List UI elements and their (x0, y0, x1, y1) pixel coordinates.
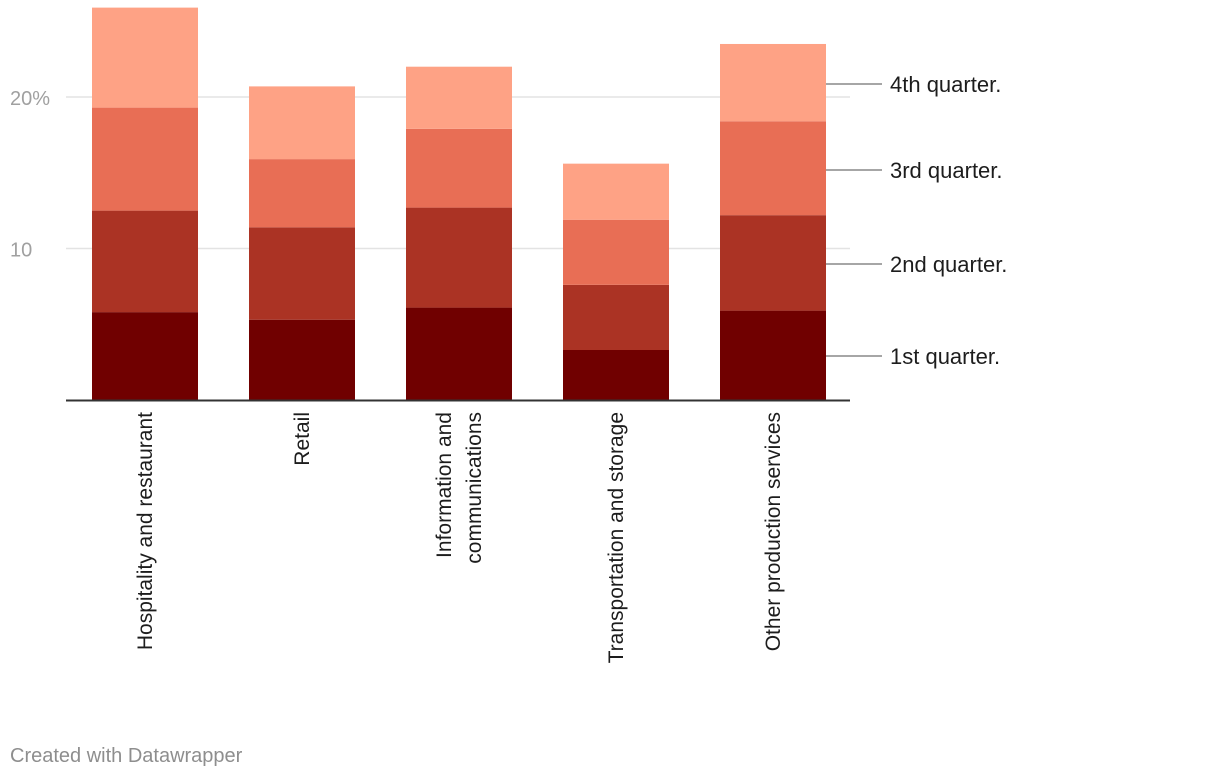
bar-segment (720, 43, 826, 122)
bar-segment (720, 310, 826, 400)
bar-segment (406, 207, 512, 308)
legend: 1st quarter. 2nd quarter. 3rd quarter. 4th … (826, 72, 1007, 369)
bar-segment (406, 66, 512, 129)
category-label-line: Hospitality and restaurant (134, 412, 157, 650)
credit-text: Created with Datawrapper (10, 745, 243, 767)
bars (92, 7, 826, 400)
category-label: Hospitality and restaurant (134, 412, 157, 650)
bar-segment (249, 159, 355, 228)
bar-segment (406, 307, 512, 400)
bar-segment (720, 121, 826, 216)
bar-segment (92, 107, 198, 211)
bar-segment (249, 319, 355, 400)
bar-segment (92, 312, 198, 400)
bar-segment (563, 350, 669, 400)
bar-segment (720, 215, 826, 311)
legend-label: 3rd quarter. (890, 158, 1003, 183)
bar-segment (563, 219, 669, 285)
category-label-line: Retail (291, 412, 314, 466)
category-labels: Hospitality and restaurant Retail Informat… (134, 412, 785, 664)
category-label: Transportation and storage (605, 412, 628, 663)
bar-segment (249, 227, 355, 320)
category-label: Other production services (762, 412, 785, 651)
y-tick-label: 10 (10, 240, 32, 262)
category-label-line: Transportation and storage (605, 412, 628, 663)
bar-segment (563, 284, 669, 351)
category-label: Information and communications (433, 412, 486, 564)
bar-segment (563, 163, 669, 220)
legend-label: 1st quarter. (890, 344, 1000, 369)
bar-segment (92, 7, 198, 108)
legend-label: 4th quarter. (890, 72, 1001, 97)
bar-segment (92, 210, 198, 313)
bar-segment (406, 128, 512, 208)
category-label: Retail (291, 412, 314, 466)
bar-segment (249, 86, 355, 160)
category-label-line: Information and (433, 412, 456, 558)
legend-label: 2nd quarter. (890, 252, 1007, 277)
y-tick-label: 20% (10, 88, 50, 110)
category-label-line: Other production services (762, 412, 785, 651)
category-label-line: communications (463, 412, 486, 564)
